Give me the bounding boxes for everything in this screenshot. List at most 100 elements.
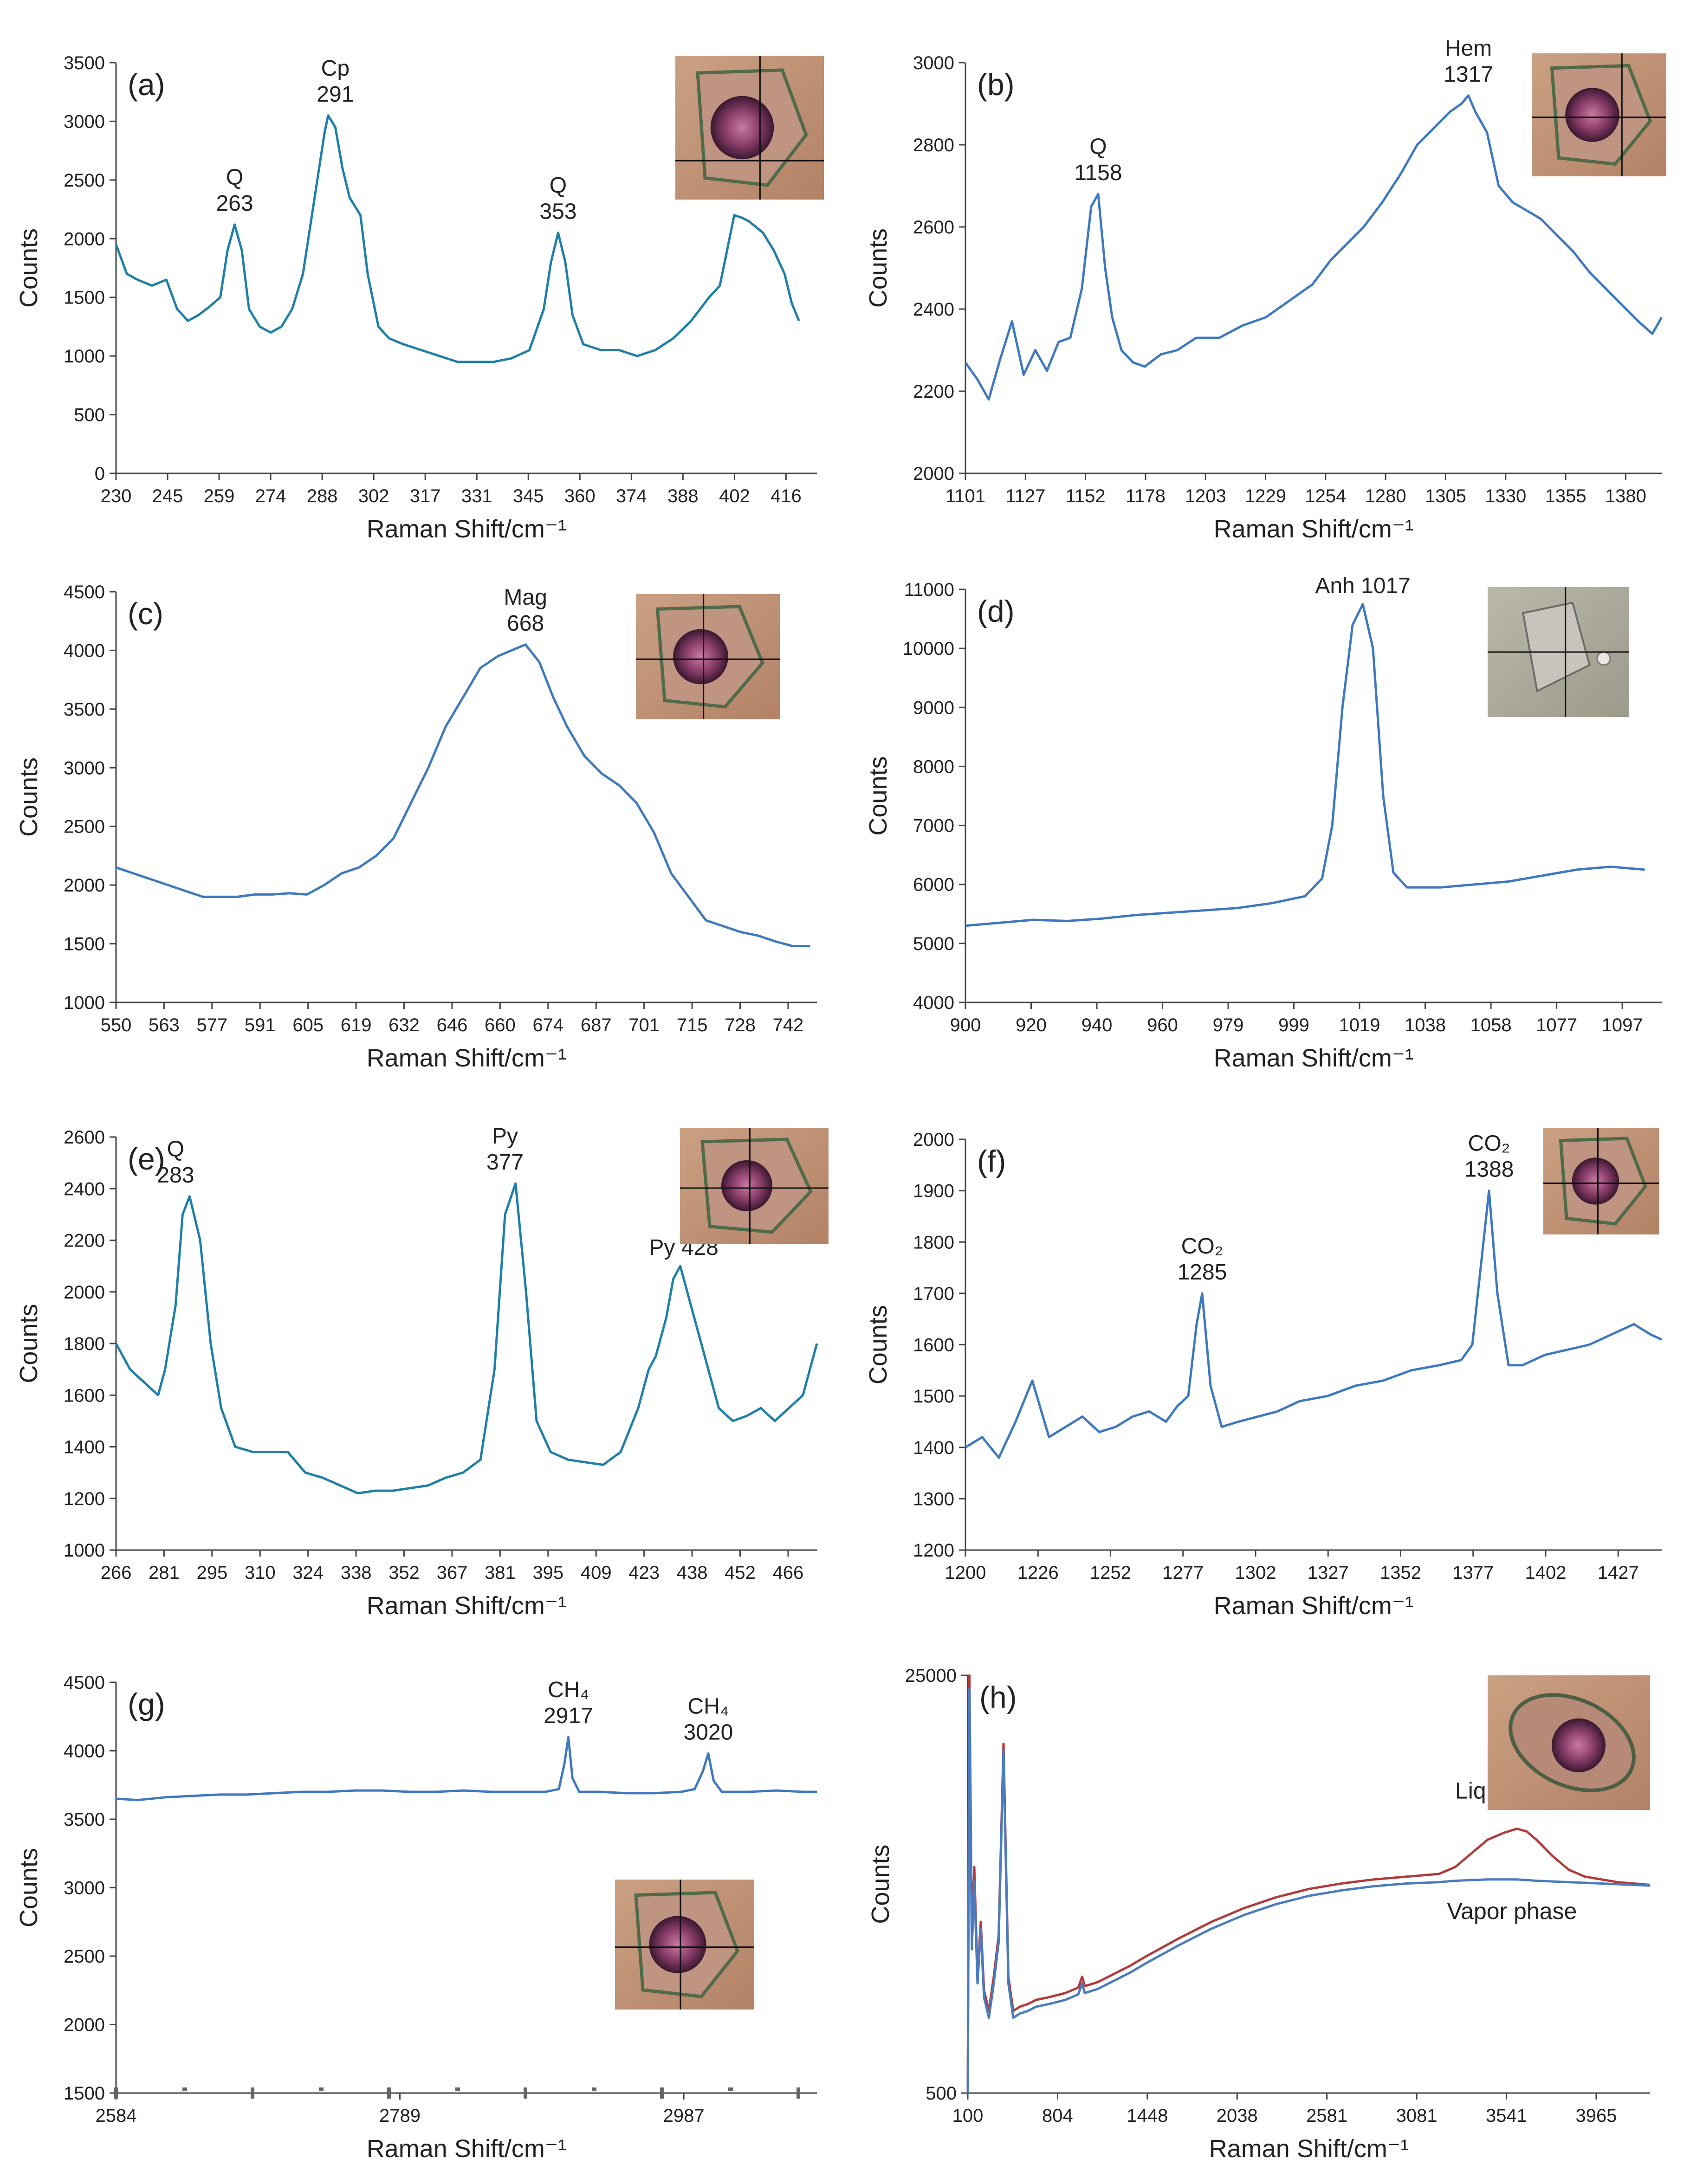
y-tick-label: 2000 (64, 2015, 105, 2035)
x-tick-label: 1077 (1536, 1015, 1577, 1035)
y-tick-label: 2000 (64, 229, 105, 249)
x-tick-label: 1254 (1305, 486, 1346, 506)
x-tick-label: 1038 (1405, 1015, 1446, 1035)
x-tick-label: 324 (292, 1563, 324, 1583)
x-tick-label: 2038 (1217, 2106, 1258, 2126)
x-tick-label: 1327 (1308, 1563, 1349, 1583)
peak-annotation-mineral: CH₄ (548, 1678, 589, 1702)
x-tick-label: 1277 (1162, 1563, 1204, 1583)
inclusion-inset-photo (1488, 587, 1629, 717)
x-axis-label: Raman Shift/cm⁻¹ (1214, 1044, 1414, 1072)
x-tick-label: 804 (1042, 2106, 1073, 2126)
x-tick-label: 2789 (379, 2106, 421, 2126)
vapor-bubble (1552, 1718, 1606, 1772)
y-tick-label: 1500 (913, 1386, 954, 1407)
y-tick-label: 500 (74, 405, 105, 426)
minor-tick-mark (660, 2087, 664, 2099)
x-tick-label: 605 (292, 1015, 324, 1035)
y-tick-label: 3500 (64, 699, 105, 720)
x-tick-label: 979 (1213, 1015, 1244, 1035)
series-line-spectrum (965, 1189, 1663, 1459)
y-tick-label: 1300 (913, 1489, 954, 1509)
y-tick-label: 6000 (913, 875, 954, 895)
y-axis-label: Counts (864, 1305, 892, 1384)
series-line-spectrum (116, 1736, 817, 1802)
x-tick-label: 274 (255, 486, 286, 506)
inclusion-inset-photo (675, 56, 824, 200)
y-tick-label: 4000 (64, 640, 105, 661)
y-tick-label: 2000 (64, 1282, 105, 1303)
y-tick-label: 11000 (904, 580, 954, 600)
minor-tick-mark (728, 2087, 733, 2091)
x-tick-label: 1352 (1380, 1563, 1421, 1583)
x-tick-label: 310 (245, 1563, 276, 1583)
peak-annotation-mineral: CO₂ (1468, 1131, 1510, 1156)
y-tick-label: 2000 (913, 464, 954, 484)
x-tick-label: 660 (485, 1015, 516, 1035)
peak-annotation-mineral: CH₄ (687, 1694, 729, 1719)
panel-label: (f) (977, 1144, 1006, 1178)
x-tick-label: 715 (677, 1015, 708, 1035)
x-tick-label: 563 (149, 1015, 180, 1035)
y-tick-label: 3000 (64, 758, 105, 778)
y-tick-label: 1600 (913, 1335, 954, 1356)
x-tick-label: 1280 (1365, 486, 1406, 506)
peak-annotation-value: 668 (507, 611, 544, 636)
inclusion-inset-photo (636, 594, 780, 719)
panel-label: (h) (979, 1680, 1017, 1714)
y-tick-label: 1800 (913, 1232, 954, 1253)
x-tick-label: 295 (196, 1563, 227, 1583)
y-tick-label: 2500 (64, 817, 105, 837)
x-tick-label: 1355 (1545, 486, 1586, 506)
x-tick-label: 438 (677, 1563, 708, 1583)
x-tick-label: 1101 (945, 486, 985, 506)
x-tick-label: 1427 (1598, 1563, 1639, 1583)
x-tick-label: 577 (196, 1015, 227, 1035)
y-axis-label: Counts (15, 757, 43, 837)
x-tick-label: 317 (410, 486, 441, 506)
y-tick-label: 4500 (64, 1673, 105, 1693)
series-line-spectrum (965, 603, 1645, 927)
y-tick-label: 3000 (913, 53, 954, 73)
x-tick-label: 381 (485, 1563, 516, 1583)
panel-e: 1000 1200 1400 1600 1800 2000 2200 2400 2600 266 2… (15, 1124, 829, 1620)
peak-annotation-mineral: Q (167, 1137, 184, 1162)
peak-annotation-mineral: Q (1089, 135, 1107, 159)
y-tick-label: 2600 (913, 217, 954, 238)
x-tick-label: 388 (667, 486, 699, 506)
x-axis-label: Raman Shift/cm⁻¹ (367, 1592, 567, 1620)
panel-d: 4000 5000 6000 7000 8000 9000 10000 11000 900 920… (864, 574, 1662, 1072)
y-tick-label: 2200 (64, 1231, 105, 1251)
x-tick-label: 423 (628, 1563, 660, 1583)
y-tick-label: 1600 (64, 1385, 105, 1406)
x-tick-label: 1305 (1425, 486, 1466, 506)
x-axis-label: Raman Shift/cm⁻¹ (1209, 2135, 1409, 2163)
x-tick-label: 619 (341, 1015, 372, 1035)
peak-annotation-mineral: Py (492, 1124, 518, 1149)
y-tick-label: 2200 (913, 381, 954, 402)
y-tick-label: 2600 (64, 1127, 105, 1148)
x-tick-label: 466 (773, 1563, 804, 1583)
x-axis-label: Raman Shift/cm⁻¹ (367, 2135, 567, 2163)
y-tick-label: 2000 (913, 1130, 954, 1150)
y-tick-label: 1500 (64, 2083, 105, 2104)
inclusion-inset-photo (680, 1128, 829, 1244)
y-axis-label: Counts (15, 228, 43, 308)
x-tick-label: 3541 (1486, 2106, 1527, 2126)
y-tick-label: 25000 (905, 1666, 957, 1686)
x-tick-label: 1402 (1525, 1563, 1567, 1583)
vapor-bubble (721, 1160, 772, 1211)
y-tick-label: 2500 (64, 170, 105, 191)
x-tick-label: 687 (581, 1015, 612, 1035)
minor-tick-mark (114, 2087, 118, 2099)
crystal-outline (1522, 601, 1591, 692)
inclusion-inset-photo (1488, 1675, 1650, 1810)
peak-annotation-mineral: Hem (1445, 36, 1492, 61)
panel-c: 1000 1500 2000 2500 3000 3500 4000 4500 550 563 57… (15, 582, 817, 1072)
peak-annotation-value: 1285 (1178, 1260, 1227, 1285)
peak-annotation-value: 377 (486, 1150, 524, 1175)
x-tick-label: 940 (1081, 1015, 1113, 1035)
y-tick-label: 1400 (913, 1438, 954, 1458)
x-tick-label: 402 (719, 486, 750, 506)
y-tick-label: 4000 (913, 993, 954, 1013)
